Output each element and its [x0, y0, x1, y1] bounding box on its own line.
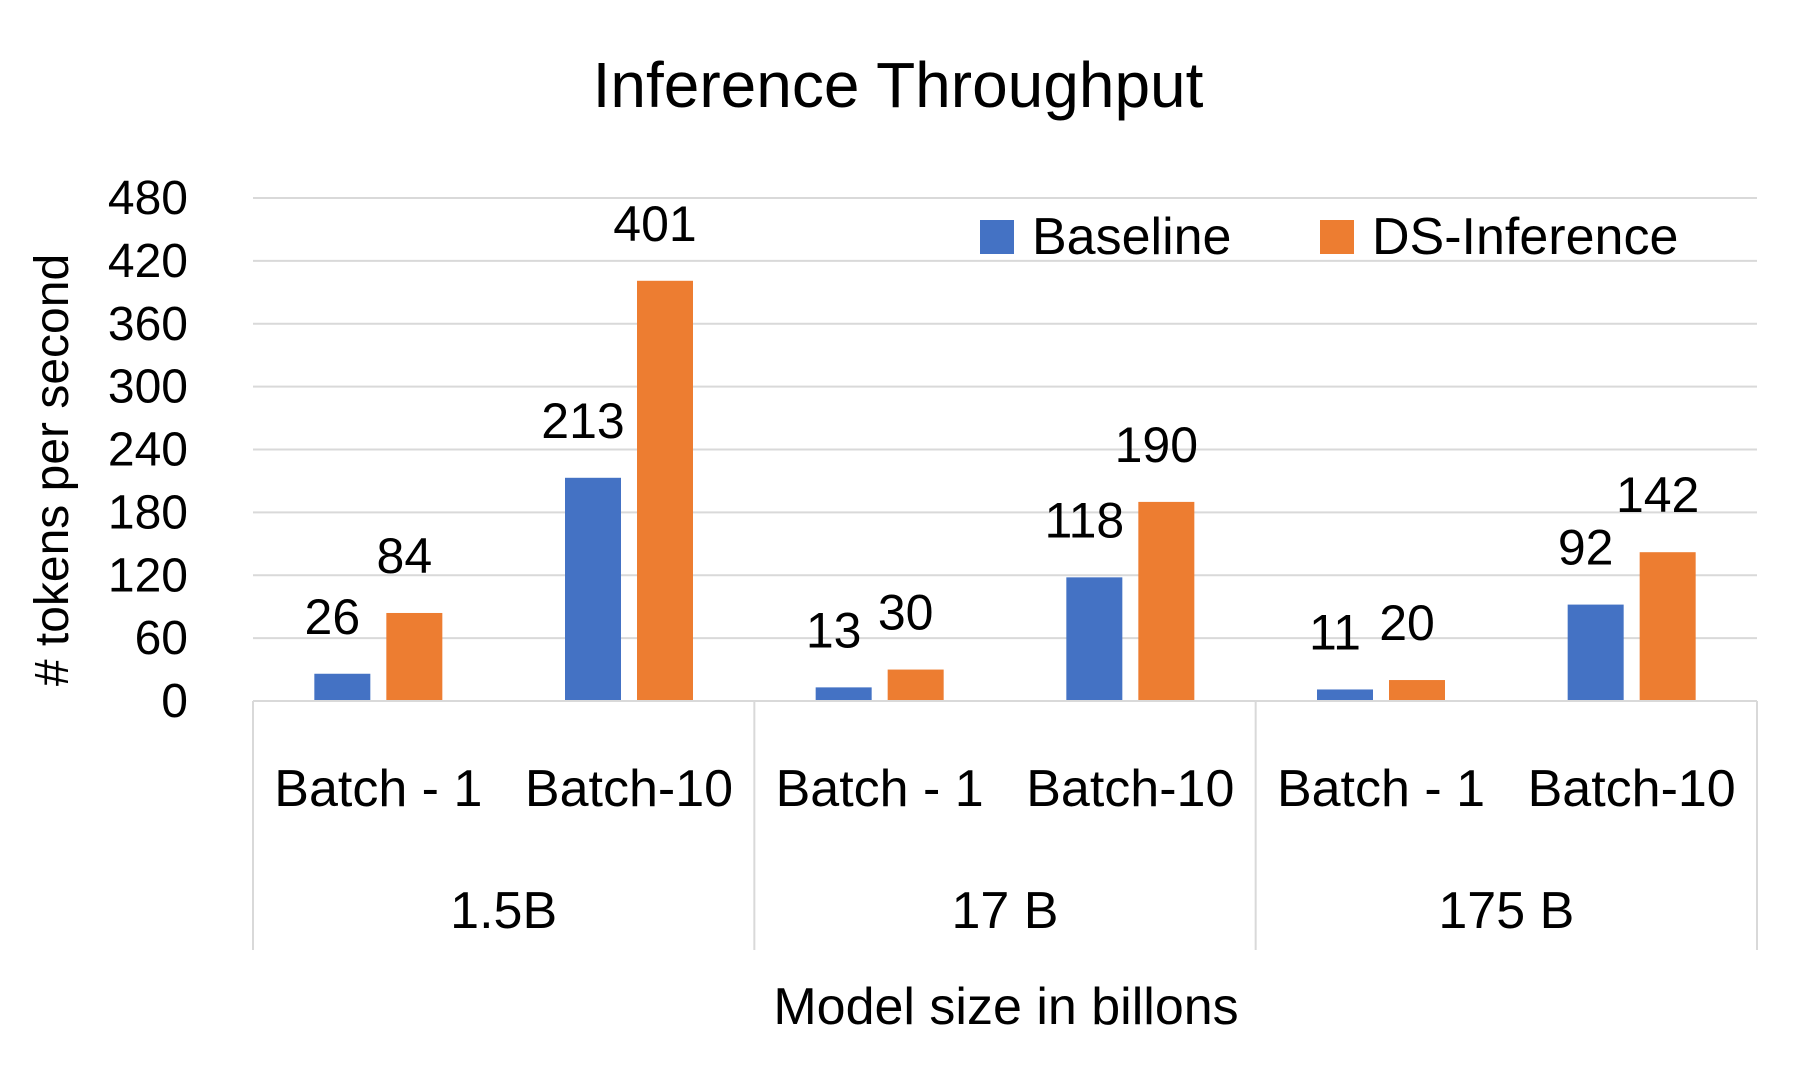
data-label: 401 — [613, 196, 696, 252]
y-axis-ticks: 0 60 120 180 240 300 360 420 480 — [108, 172, 188, 728]
x-category-label: Batch-10 — [1528, 760, 1736, 818]
x-group-label: 17 B — [952, 882, 1059, 940]
bar — [1639, 552, 1696, 701]
bar — [314, 673, 371, 701]
data-label: 20 — [1379, 595, 1435, 651]
bar — [565, 477, 621, 701]
y-tick-label: 180 — [108, 486, 188, 539]
bar — [1567, 604, 1624, 701]
data-label: 142 — [1616, 467, 1699, 523]
x-category-label: Batch - 1 — [274, 760, 482, 818]
bar — [1389, 680, 1445, 701]
data-label: 118 — [1044, 492, 1124, 548]
data-label: 213 — [541, 393, 624, 449]
bar — [637, 280, 693, 701]
y-tick-label: 360 — [108, 298, 188, 351]
bar — [815, 687, 872, 701]
gridlines — [253, 197, 1757, 640]
x-axis-label: Model size in billons — [773, 978, 1238, 1036]
y-tick-label: 420 — [108, 235, 188, 288]
y-tick-label: 300 — [108, 361, 188, 414]
y-tick-label: 480 — [108, 172, 188, 225]
y-tick-label: 120 — [108, 549, 188, 602]
bar — [1317, 689, 1373, 701]
x-group-label: 1.5B — [450, 882, 557, 940]
y-axis-label: # tokens per second — [26, 254, 79, 686]
y-tick-label: 0 — [161, 675, 188, 728]
data-label: 11 — [1309, 604, 1361, 660]
x-group-label: 175 B — [1438, 882, 1574, 940]
bar — [386, 612, 443, 701]
data-label: 30 — [878, 585, 934, 641]
x-category-label: Batch-10 — [525, 760, 733, 818]
legend-label: Baseline — [1032, 208, 1231, 266]
legend-swatch — [1320, 220, 1354, 254]
x-category-label: Batch-10 — [1026, 760, 1234, 818]
x-category-label: Batch - 1 — [776, 760, 984, 818]
data-label: 84 — [377, 528, 433, 584]
chart-title: Inference Throughput — [593, 49, 1204, 121]
data-label: 26 — [305, 589, 361, 645]
bar — [1138, 501, 1195, 701]
legend-label: DS-Inference — [1372, 208, 1678, 266]
data-label: 190 — [1115, 417, 1198, 473]
y-tick-label: 240 — [108, 424, 188, 477]
y-tick-label: 60 — [135, 612, 188, 665]
bar — [887, 669, 944, 701]
data-label: 92 — [1558, 520, 1614, 576]
legend-swatch — [980, 220, 1014, 254]
data-label: 13 — [806, 602, 862, 658]
x-axis: Batch - 1 Batch-10 1.5B Batch - 1 Batch-10 17… — [252, 700, 1758, 950]
bars: 26 213 13 118 11 92 84 401 30 190 20 142 — [305, 196, 1699, 701]
legend: Baseline DS-Inference — [980, 208, 1678, 266]
bar — [1066, 577, 1123, 701]
x-category-label: Batch - 1 — [1277, 760, 1485, 818]
